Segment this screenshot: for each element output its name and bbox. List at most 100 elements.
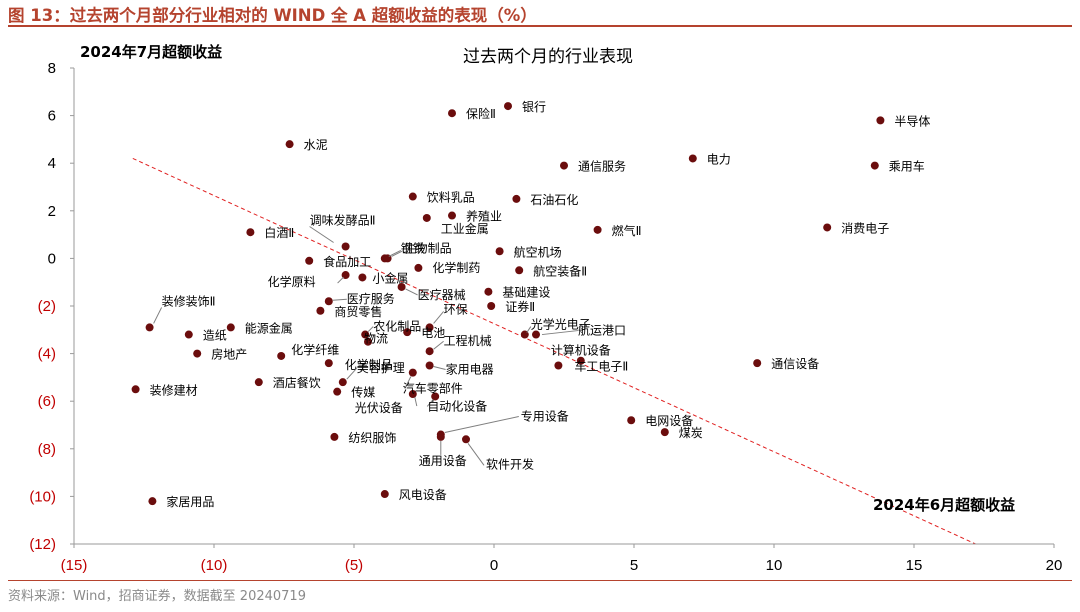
point-label: 商贸零售 xyxy=(334,304,382,319)
leader-line xyxy=(391,249,404,257)
x-tick-label: 15 xyxy=(906,557,923,574)
point-label: 生物制品 xyxy=(404,241,452,255)
data-point xyxy=(246,228,255,237)
point-label: 自动化设备 xyxy=(427,399,487,413)
y-tick-label: 8 xyxy=(48,60,56,77)
leader-line xyxy=(367,326,374,332)
data-point xyxy=(425,347,434,356)
leader-line xyxy=(414,396,418,407)
data-point xyxy=(462,435,470,444)
point-label: 通信设备 xyxy=(771,357,819,371)
point-label: 食品加工 xyxy=(323,254,371,269)
data-point xyxy=(316,306,325,315)
data-point xyxy=(870,161,879,170)
point-label: 装修建材 xyxy=(150,382,198,397)
point-label: 纺织服饰 xyxy=(348,431,396,445)
leader-line xyxy=(444,416,519,434)
data-point xyxy=(148,497,157,506)
y-tick-label: 6 xyxy=(48,108,56,125)
data-point xyxy=(554,361,563,370)
point-label: 酒店餐饮 xyxy=(273,375,321,390)
data-point xyxy=(145,323,154,332)
point-label: 软件开发 xyxy=(486,456,534,471)
trend-layer xyxy=(132,157,976,545)
leader-line xyxy=(405,288,418,296)
point-label: 医疗服务 xyxy=(347,291,395,306)
point-label: 农化制品 xyxy=(373,320,421,334)
point-label: 电网设备 xyxy=(645,414,693,428)
y-tick-label: (10) xyxy=(29,488,56,505)
point-label: 水泥 xyxy=(304,138,328,152)
point-label: 装修装饰Ⅱ xyxy=(162,293,216,308)
source-note: 资料来源：Wind，招商证券，数据截至 20240719 xyxy=(8,589,306,604)
data-point xyxy=(254,378,263,387)
y-tick-label: (6) xyxy=(38,393,56,410)
data-point xyxy=(193,349,202,358)
point-label: 工业金属 xyxy=(441,221,489,236)
data-point xyxy=(403,328,412,337)
data-point xyxy=(593,225,602,234)
data-point xyxy=(422,213,431,222)
point-label: 光学光电子 xyxy=(531,317,591,332)
point-label: 计算机设备 xyxy=(551,343,611,358)
point-label: 银行 xyxy=(522,100,546,114)
leader-line xyxy=(404,376,412,389)
point-label: 环保 xyxy=(444,302,468,316)
point-label: 家用电器 xyxy=(446,362,494,377)
data-point xyxy=(576,356,585,365)
point-label: 保险Ⅱ xyxy=(466,106,496,121)
point-label: 医疗器械 xyxy=(418,287,466,302)
data-point xyxy=(425,361,434,370)
x-tick-label: 10 xyxy=(766,557,783,574)
y-tick-label: (2) xyxy=(38,298,56,315)
point-label: 饮料乳品 xyxy=(427,191,475,205)
leader-line xyxy=(346,367,358,380)
point-label: 家居用品 xyxy=(166,494,214,509)
x-tick-label: 0 xyxy=(490,557,498,574)
leader-line xyxy=(153,307,163,324)
point-label: 房地产 xyxy=(211,347,247,362)
point-label: 航空装备Ⅱ xyxy=(533,263,587,278)
data-point xyxy=(324,297,333,306)
point-label: 光伏设备 xyxy=(355,401,403,415)
point-label: 造纸 xyxy=(203,329,227,343)
data-point xyxy=(333,387,342,396)
point-label: 煤炭 xyxy=(679,426,703,440)
data-point xyxy=(532,330,540,339)
y-axis-label: 2024年7月超额收益 xyxy=(80,43,222,61)
point-label: 化学制药 xyxy=(432,260,480,275)
data-point xyxy=(823,223,832,232)
data-point xyxy=(330,432,339,441)
data-point xyxy=(397,282,406,291)
leader-line xyxy=(526,326,532,333)
point-label: 通用设备 xyxy=(419,454,467,468)
data-point xyxy=(408,192,417,201)
data-point xyxy=(487,302,496,310)
point-label: 工程机械 xyxy=(444,333,492,348)
trend-line xyxy=(132,157,976,545)
data-point xyxy=(753,359,762,368)
x-tick-label: 5 xyxy=(630,557,638,574)
y-tick-label: (8) xyxy=(38,441,56,458)
data-point xyxy=(495,247,504,256)
point-label: 证券Ⅱ xyxy=(505,299,535,314)
leader-line xyxy=(433,340,444,350)
data-point xyxy=(688,154,697,163)
point-label: 基础建设 xyxy=(502,286,550,300)
point-label: 钢铁 xyxy=(401,241,425,255)
data-point xyxy=(660,428,669,437)
data-point xyxy=(285,140,294,149)
data-point xyxy=(408,368,417,377)
data-point xyxy=(512,194,521,203)
point-label: 白酒Ⅱ xyxy=(264,225,294,240)
point-label: 航运港口 xyxy=(578,323,626,338)
footer-rule xyxy=(8,580,1072,581)
data-point xyxy=(414,263,423,272)
data-point xyxy=(627,416,636,425)
x-tick-label: (5) xyxy=(345,557,363,574)
data-point xyxy=(560,161,568,170)
data-point xyxy=(380,490,389,499)
point-label: 化学纤维 xyxy=(291,342,339,357)
